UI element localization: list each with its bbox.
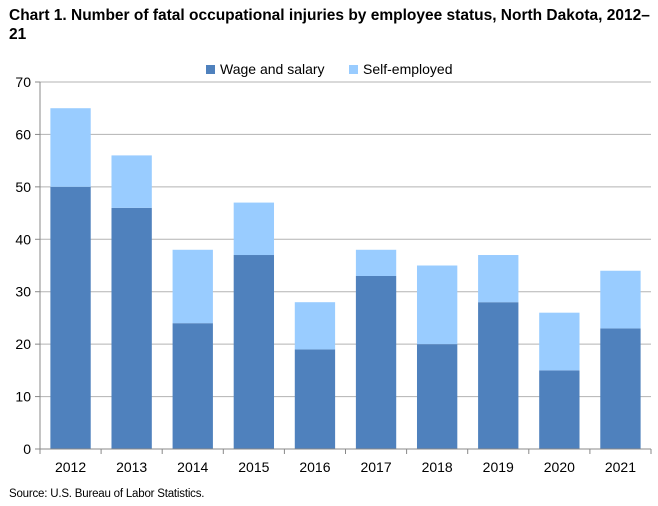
legend-item-wage-and-salary: Wage and salary — [206, 60, 325, 78]
bar-self-employed — [172, 249, 213, 324]
legend: Wage and salary Self-employed — [0, 60, 658, 78]
legend-item-self-employed: Self-employed — [349, 60, 453, 78]
x-tick-label: 2021 — [605, 459, 636, 475]
bars — [50, 108, 641, 449]
y-tick-label: 60 — [15, 126, 31, 142]
y-tick-label: 40 — [15, 231, 31, 247]
bar-wage-and-salary — [478, 302, 519, 449]
bar-wage-and-salary — [600, 328, 641, 449]
bar-wage-and-salary — [539, 370, 580, 449]
bar-self-employed — [294, 302, 336, 350]
legend-swatch-self-employed — [349, 64, 358, 74]
x-tick-label: 2015 — [238, 459, 269, 475]
bar-wage-and-salary — [50, 186, 91, 449]
y-tick-label: 30 — [15, 284, 31, 300]
y-tick-label: 20 — [15, 336, 31, 352]
y-tick-labels: 0 10 20 30 40 50 60 70 — [15, 74, 31, 457]
bar-wage-and-salary — [294, 349, 336, 449]
legend-label-self-employed: Self-employed — [363, 61, 453, 77]
y-tick-label: 50 — [15, 179, 31, 195]
bar-wage-and-salary — [111, 207, 152, 449]
x-tick-label: 2018 — [422, 459, 453, 475]
x-tick-labels: 2012 2013 2014 2015 2016 2017 2018 2019 2020 2021 — [55, 459, 636, 475]
bar-wage-and-salary — [416, 344, 458, 449]
bar-self-employed — [600, 270, 641, 329]
bar-self-employed — [111, 155, 152, 208]
bar-self-employed — [478, 255, 519, 303]
x-tick-label: 2017 — [360, 459, 391, 475]
axes — [35, 81, 652, 454]
y-tick-label: 70 — [15, 74, 31, 90]
x-tick-label: 2014 — [177, 459, 208, 475]
bar-self-employed — [355, 249, 397, 276]
bar-self-employed — [539, 312, 580, 371]
x-tick-label: 2012 — [55, 459, 86, 475]
y-tick-label: 10 — [15, 389, 31, 405]
x-tick-label: 2013 — [116, 459, 147, 475]
bar-wage-and-salary — [233, 255, 275, 449]
source-note: Source: U.S. Bureau of Labor Statistics. — [9, 488, 205, 500]
x-tick-label: 2019 — [483, 459, 514, 475]
legend-label-wage-and-salary: Wage and salary — [220, 61, 325, 77]
x-tick-label: 2016 — [299, 459, 330, 475]
bar-self-employed — [416, 265, 458, 345]
x-tick-label: 2020 — [544, 459, 575, 475]
bar-wage-and-salary — [355, 275, 397, 449]
chart-title: Chart 1. Number of fatal occupational in… — [9, 7, 650, 43]
bar-self-employed — [233, 202, 275, 256]
y-tick-label: 0 — [23, 441, 31, 457]
bar-self-employed — [50, 108, 91, 187]
bar-wage-and-salary — [172, 323, 213, 449]
legend-swatch-wage-and-salary — [206, 64, 215, 74]
